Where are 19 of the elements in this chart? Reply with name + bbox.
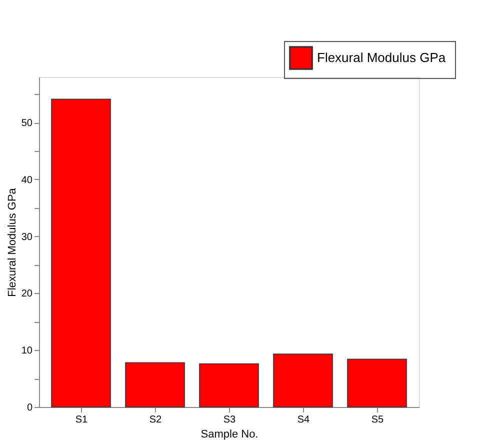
bar [273, 354, 333, 408]
bar [199, 363, 259, 408]
bar [51, 98, 111, 408]
bar [125, 362, 185, 408]
x-tick-label: S4 [297, 414, 310, 426]
x-axis-title: Sample No. [200, 428, 258, 440]
y-tick-label: 20 [21, 288, 33, 300]
legend-label: Flexural Modulus GPa [317, 50, 446, 65]
y-axis-title: Flexural Modulus GPa [6, 187, 18, 297]
y-tick-label: 10 [21, 346, 33, 357]
y-tick-label: 0 [26, 402, 33, 414]
x-tick-label: S1 [75, 414, 88, 426]
x-tick-label: S2 [149, 414, 162, 426]
y-tick-label: 40 [21, 174, 33, 186]
x-tick-label: S5 [371, 414, 384, 426]
y-tick-label: 30 [21, 232, 33, 243]
x-tick-label: S3 [223, 414, 236, 426]
bar [347, 358, 407, 408]
y-tick-label: 50 [21, 118, 33, 130]
